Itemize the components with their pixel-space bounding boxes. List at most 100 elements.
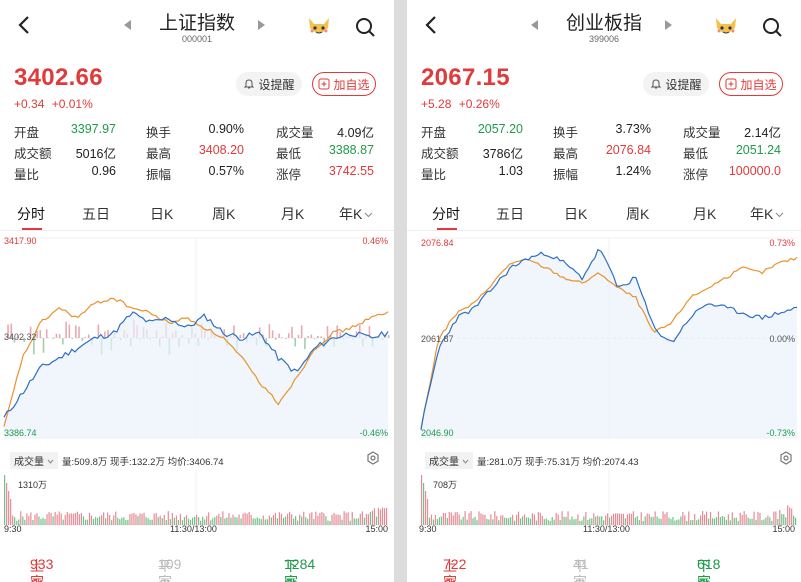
decliners-count: 618家: [697, 556, 721, 582]
intraday-chart-svg: [3, 237, 390, 439]
tab-intraday[interactable]: 分时: [17, 206, 45, 222]
advancers-count: 722家: [443, 556, 467, 582]
vol-ratio-value: 1.03: [498, 164, 523, 178]
low-value: 2051.24: [735, 143, 781, 157]
decliners-label: 下跌: [697, 558, 711, 582]
chevron-down-icon: [364, 212, 373, 218]
stats-grid: 开盘 3397.97 换手 0.90% 成交量 4.09亿 成交额 5016亿 …: [14, 120, 380, 183]
volume-value: 4.09亿: [337, 126, 374, 140]
high-label: 最高: [553, 147, 579, 161]
volume-indicator-button[interactable]: 成交量: [425, 452, 473, 469]
amplitude-value: 1.24%: [615, 164, 651, 178]
plus-box-icon: [318, 78, 330, 90]
high-value: 2076.84: [605, 143, 651, 157]
active-tab-indicator: [22, 228, 42, 230]
turnover-rate-label: 换手: [553, 126, 579, 140]
tab-five-day[interactable]: 五日: [82, 206, 110, 222]
change-value: +5.28: [421, 97, 452, 111]
prev-index-icon[interactable]: [124, 20, 131, 30]
tab-weekly-k[interactable]: 周K: [626, 206, 650, 222]
index-code: 000001: [181, 34, 213, 44]
open-label: 开盘: [14, 126, 40, 140]
tab-five-day[interactable]: 五日: [496, 206, 524, 222]
search-icon[interactable]: [761, 16, 783, 38]
intraday-chart[interactable]: 3417.90 0.46% 3402.32 3386.74 -0.46%: [0, 230, 394, 444]
active-tab-indicator: [437, 228, 457, 230]
mascot-icon[interactable]: [306, 14, 332, 38]
stats-row: 开盘 3397.97 换手 0.90% 成交量 4.09亿: [14, 120, 380, 141]
gear-icon[interactable]: [366, 451, 380, 465]
set-reminder-label: 设提醒: [665, 77, 702, 92]
vol-ratio-label: 量比: [14, 168, 40, 182]
stats-row: 成交额 5016亿 最高 3408.20 最低 3388.87: [14, 141, 380, 162]
stats-row: 成交额 3786亿 最高 2076.84 最低 2051.24: [421, 141, 787, 162]
amount-label: 成交额: [14, 147, 52, 161]
intraday-chart-svg: [420, 237, 798, 439]
low-label: 最低: [683, 147, 709, 161]
chevron-down-icon: [775, 212, 784, 218]
volume-chart-svg: [4, 470, 388, 526]
next-index-icon[interactable]: [258, 20, 265, 30]
chevron-down-icon: [462, 459, 469, 464]
back-arrow-icon[interactable]: [14, 14, 36, 36]
set-reminder-button[interactable]: 设提醒: [236, 72, 302, 96]
axis-top-right: 0.73%: [769, 238, 795, 248]
high-value: 3408.20: [198, 143, 244, 157]
tab-monthly-k[interactable]: 月K: [693, 206, 717, 222]
set-reminder-label: 设提醒: [258, 77, 295, 92]
high-label: 最高: [146, 147, 172, 161]
next-index-icon[interactable]: [665, 20, 672, 30]
axis-bottom-right: -0.46%: [359, 428, 388, 438]
tab-daily-k[interactable]: 日K: [150, 206, 174, 222]
limit-up-value: 100000.0: [728, 164, 781, 178]
nav-bar: 上证指数 000001: [0, 0, 394, 50]
limit-up-value: 3742.55: [328, 164, 374, 178]
axis-mid-left: 3402.32: [4, 332, 37, 342]
tab-yearly-k-label: 年K: [339, 206, 363, 222]
volume-indicator-button[interactable]: 成交量: [10, 452, 58, 469]
axis-mid-left: 2061.87: [421, 334, 454, 344]
prev-index-icon[interactable]: [531, 20, 538, 30]
back-arrow-icon[interactable]: [421, 14, 443, 36]
turnover-rate-value: 3.73%: [615, 122, 651, 136]
add-watchlist-button[interactable]: 加自选: [719, 72, 783, 96]
volume-info: 量:281.0万 现手:75.31万 均价:2074.43: [477, 457, 639, 468]
time-midday: 11:30/13:00: [170, 524, 217, 534]
set-reminder-button[interactable]: 设提醒: [643, 72, 709, 96]
sse-composite-panel: 上证指数 000001 3402.66 +0.34 +0.01% 设提醒 加自选…: [0, 0, 394, 582]
tab-weekly-k[interactable]: 周K: [212, 206, 236, 222]
market-breadth: 上涨 933家 平盘 109家 下跌 1284家: [0, 548, 394, 582]
page-title: 创业板指: [565, 13, 642, 34]
open-value: 3397.97: [70, 122, 116, 136]
low-label: 最低: [276, 147, 302, 161]
bell-icon: [651, 79, 662, 89]
volume-label: 成交量: [276, 126, 314, 140]
stats-row: 量比 0.96 振幅 0.57% 涨停 3742.55: [14, 162, 380, 183]
turnover-rate-value: 0.90%: [208, 122, 244, 136]
time-open: 9:30: [4, 524, 22, 534]
gear-icon[interactable]: [779, 451, 793, 465]
intraday-chart[interactable]: 2076.84 0.73% 2061.87 0.00% 2046.90 -0.7…: [407, 230, 801, 444]
low-value: 3388.87: [328, 143, 374, 157]
stats-row: 开盘 2057.20 换手 3.73% 成交量 2.14亿: [421, 120, 787, 141]
stats-grid: 开盘 2057.20 换手 3.73% 成交量 2.14亿 成交额 3786亿 …: [421, 120, 787, 183]
volume-toolbar: 成交量 量:509.8万 现手:132.2万 均价:3406.74: [0, 448, 394, 470]
change-percent: +0.26%: [458, 97, 500, 111]
volume-chart[interactable]: 708万: [407, 470, 801, 530]
turnover-rate-label: 换手: [146, 126, 172, 140]
tab-yearly-k[interactable]: 年K: [750, 204, 784, 224]
amplitude-value: 0.57%: [208, 164, 244, 178]
time-axis: 9:30 11:30/13:00 15:00: [0, 524, 394, 536]
advancers-label: 上涨: [30, 558, 44, 582]
tab-daily-k[interactable]: 日K: [564, 206, 588, 222]
search-icon[interactable]: [354, 16, 376, 38]
time-axis: 9:30 11:30/13:00 15:00: [407, 524, 801, 536]
volume-chart[interactable]: 1310万: [0, 470, 394, 530]
tab-intraday[interactable]: 分时: [432, 206, 460, 222]
tab-monthly-k[interactable]: 月K: [281, 206, 305, 222]
divider: [0, 230, 394, 231]
time-close: 15:00: [365, 524, 388, 534]
add-watchlist-button[interactable]: 加自选: [312, 72, 376, 96]
tab-yearly-k[interactable]: 年K: [339, 204, 373, 224]
mascot-icon[interactable]: [713, 14, 739, 38]
